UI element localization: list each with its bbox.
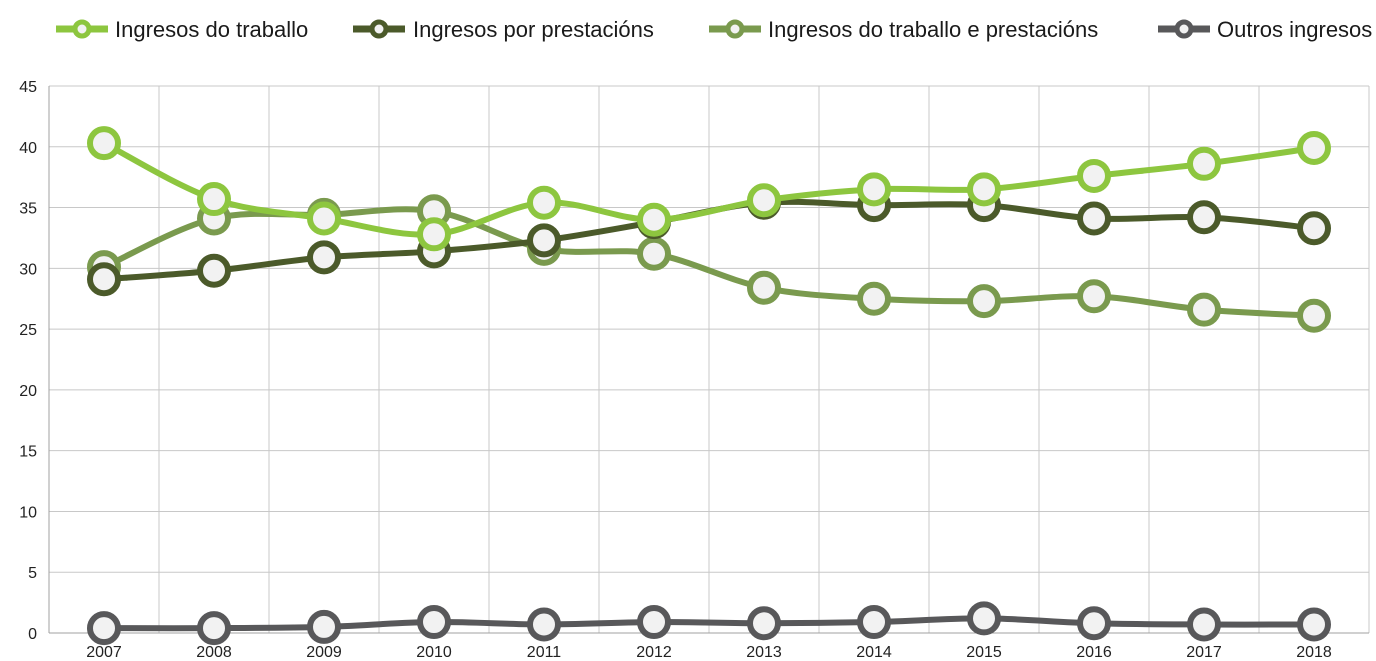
data-point xyxy=(1077,201,1111,236)
series-layer xyxy=(87,126,1331,646)
x-tick-label: 2017 xyxy=(1186,644,1222,661)
x-tick-label: 2008 xyxy=(196,644,232,661)
data-point xyxy=(1297,607,1331,642)
data-point xyxy=(307,609,341,644)
legend-item-4: Outros ingresos xyxy=(1158,17,1372,42)
data-point xyxy=(1297,211,1331,246)
y-tick-label: 10 xyxy=(19,504,37,521)
data-point xyxy=(197,182,231,217)
data-point xyxy=(417,605,451,640)
y-tick-label: 40 xyxy=(19,140,37,157)
data-point xyxy=(417,217,451,252)
data-point xyxy=(747,183,781,218)
data-point xyxy=(527,185,561,220)
legend: Ingresos do traballo Ingresos por prestac… xyxy=(56,17,1372,42)
axes: 0 5 10 15 20 25 30 35 40 45 2007 2008 2009 2010 2011 20… xyxy=(19,79,1369,661)
x-tick-label: 2009 xyxy=(306,644,342,661)
y-tick-label: 25 xyxy=(19,322,37,339)
data-point xyxy=(1187,292,1221,327)
data-point xyxy=(857,172,891,207)
x-tick-label: 2011 xyxy=(527,644,562,661)
data-point xyxy=(527,607,561,642)
legend-swatch-marker xyxy=(72,19,92,39)
y-tick-label: 20 xyxy=(19,383,37,400)
x-tick-label: 2010 xyxy=(416,644,452,661)
data-point xyxy=(637,236,671,271)
data-point xyxy=(87,611,121,646)
data-point xyxy=(1297,130,1331,165)
series-4 xyxy=(87,601,1331,646)
y-tick-label: 15 xyxy=(19,444,37,461)
data-point xyxy=(87,126,121,161)
data-point xyxy=(1187,200,1221,235)
x-tick-label: 2007 xyxy=(86,644,122,661)
legend-swatch-marker xyxy=(1174,19,1194,39)
legend-label: Ingresos por prestacións xyxy=(413,17,654,42)
data-point xyxy=(197,611,231,646)
data-point xyxy=(197,253,231,288)
x-tick-label: 2016 xyxy=(1076,644,1112,661)
data-point xyxy=(1077,158,1111,193)
data-point xyxy=(637,605,671,640)
y-tick-label: 45 xyxy=(19,79,37,96)
data-point xyxy=(527,223,561,258)
y-tick-label: 35 xyxy=(19,201,37,218)
data-point xyxy=(857,605,891,640)
y-tick-label: 0 xyxy=(28,626,37,643)
data-point xyxy=(637,202,671,237)
data-point xyxy=(747,606,781,641)
legend-item-2: Ingresos por prestacións xyxy=(353,17,654,42)
y-tick-label: 30 xyxy=(19,261,37,278)
data-point xyxy=(1077,279,1111,314)
data-point xyxy=(1187,607,1221,642)
x-tick-label: 2012 xyxy=(636,644,672,661)
data-point xyxy=(87,262,121,297)
data-point xyxy=(967,284,1001,319)
data-point xyxy=(1187,146,1221,181)
data-point xyxy=(1077,606,1111,641)
data-point xyxy=(307,201,341,236)
data-point xyxy=(967,172,1001,207)
x-tick-label: 2013 xyxy=(746,644,782,661)
grid xyxy=(48,85,1370,634)
legend-swatch-marker xyxy=(369,19,389,39)
x-tick-label: 2018 xyxy=(1296,644,1332,661)
x-tick-label: 2015 xyxy=(966,644,1002,661)
data-point xyxy=(747,270,781,305)
data-point xyxy=(857,281,891,316)
legend-label: Ingresos do traballo e prestacións xyxy=(768,17,1098,42)
x-tick-label: 2014 xyxy=(856,644,892,661)
legend-label: Ingresos do traballo xyxy=(115,17,308,42)
legend-item-3: Ingresos do traballo e prestacións xyxy=(709,17,1098,42)
legend-item-1: Ingresos do traballo xyxy=(56,17,308,42)
data-point xyxy=(307,240,341,275)
legend-label: Outros ingresos xyxy=(1217,17,1372,42)
data-point xyxy=(1297,298,1331,333)
legend-swatch-marker xyxy=(725,19,745,39)
data-point xyxy=(967,601,1001,636)
series-1 xyxy=(87,126,1331,252)
y-tick-label: 5 xyxy=(28,565,37,582)
